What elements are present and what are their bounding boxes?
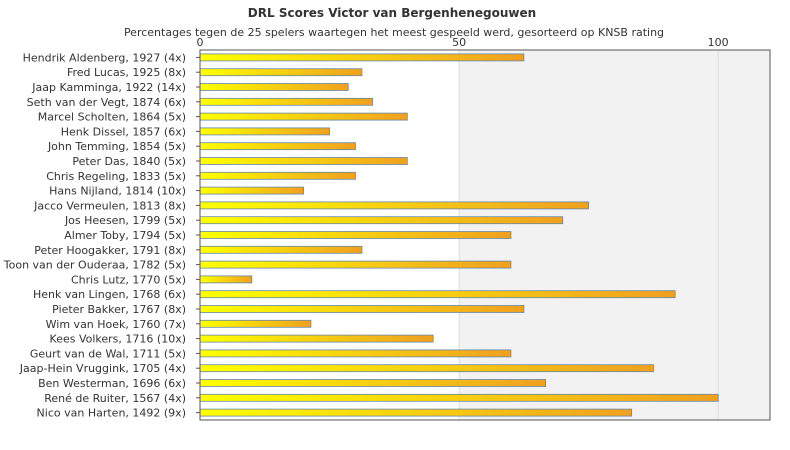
- bar: [199, 408, 633, 417]
- bar: [199, 83, 349, 91]
- bar: [199, 157, 408, 165]
- bar: [199, 127, 330, 136]
- category-label: Nico van Harten, 1492 (9x): [37, 407, 186, 420]
- bar: [199, 393, 719, 402]
- category-label: Jos Heesen, 1799 (5x): [64, 214, 186, 227]
- bar: [199, 53, 525, 62]
- category-label: René de Ruiter, 1567 (4x): [44, 392, 186, 405]
- category-label: Toon van der Ouderaa, 1782 (5x): [3, 259, 186, 272]
- category-label: Chris Lutz, 1770 (5x): [71, 273, 186, 286]
- bar: [199, 379, 547, 387]
- bar: [199, 68, 363, 77]
- grid-band: [718, 50, 770, 420]
- category-label: Hans Nijland, 1814 (10x): [49, 185, 186, 198]
- category-label: Seth van der Vegt, 1874 (6x): [27, 96, 186, 109]
- category-label: Almer Toby, 1794 (5x): [64, 229, 186, 242]
- category-label: John Temming, 1854 (5x): [47, 140, 186, 153]
- category-label: Henk van Lingen, 1768 (6x): [33, 288, 186, 301]
- category-label: Pieter Bakker, 1767 (8x): [52, 303, 186, 316]
- bar: [199, 260, 512, 269]
- category-label: Jaap-Hein Vruggink, 1705 (4x): [19, 362, 186, 375]
- bar: [199, 112, 408, 121]
- x-tick-label: 0: [197, 36, 204, 49]
- bar: [199, 349, 512, 358]
- bar: [199, 186, 305, 195]
- chart-title: DRL Scores Victor van Bergenhenegouwen: [248, 6, 536, 20]
- bar: [199, 275, 253, 284]
- category-label: Wim van Hoek, 1760 (7x): [46, 318, 186, 331]
- bar: [199, 142, 356, 151]
- bar: [199, 201, 590, 210]
- category-label: Marcel Scholten, 1864 (5x): [38, 111, 186, 124]
- bar: [199, 245, 363, 254]
- category-label: Peter Hoogakker, 1791 (8x): [34, 244, 186, 257]
- x-tick-label: 50: [452, 36, 466, 49]
- bar: [199, 319, 312, 328]
- bar: [199, 171, 356, 180]
- category-label: Henk Dissel, 1857 (6x): [61, 125, 186, 138]
- bar: [199, 231, 512, 239]
- category-label: Fred Lucas, 1925 (8x): [67, 66, 186, 79]
- category-label: Jaap Kamminga, 1922 (14x): [31, 81, 186, 94]
- bar: [199, 97, 373, 106]
- category-label: Hendrik Aldenberg, 1927 (4x): [23, 51, 186, 64]
- category-label: Ben Westerman, 1696 (6x): [38, 377, 186, 390]
- bar: [199, 305, 525, 313]
- category-label: Chris Regeling, 1833 (5x): [46, 170, 186, 183]
- category-label: Jacco Vermeulen, 1813 (8x): [33, 199, 186, 212]
- category-label: Kees Volkers, 1716 (10x): [50, 333, 186, 346]
- plot-area: 0 50 100 Hendrik Aldenberg, 1927 (4x) Fred L…: [3, 36, 771, 421]
- bar: [199, 334, 434, 343]
- bar: [199, 290, 676, 299]
- chart-subtitle: Percentages tegen de 25 spelers waartege…: [124, 26, 664, 39]
- bar: [199, 364, 654, 373]
- plot-frame: [199, 49, 771, 421]
- category-label: Geurt van de Wal, 1711 (5x): [30, 347, 186, 360]
- bar: [199, 216, 564, 225]
- x-tick-label: 100: [708, 36, 729, 49]
- category-label: Peter Das, 1840 (5x): [72, 155, 186, 168]
